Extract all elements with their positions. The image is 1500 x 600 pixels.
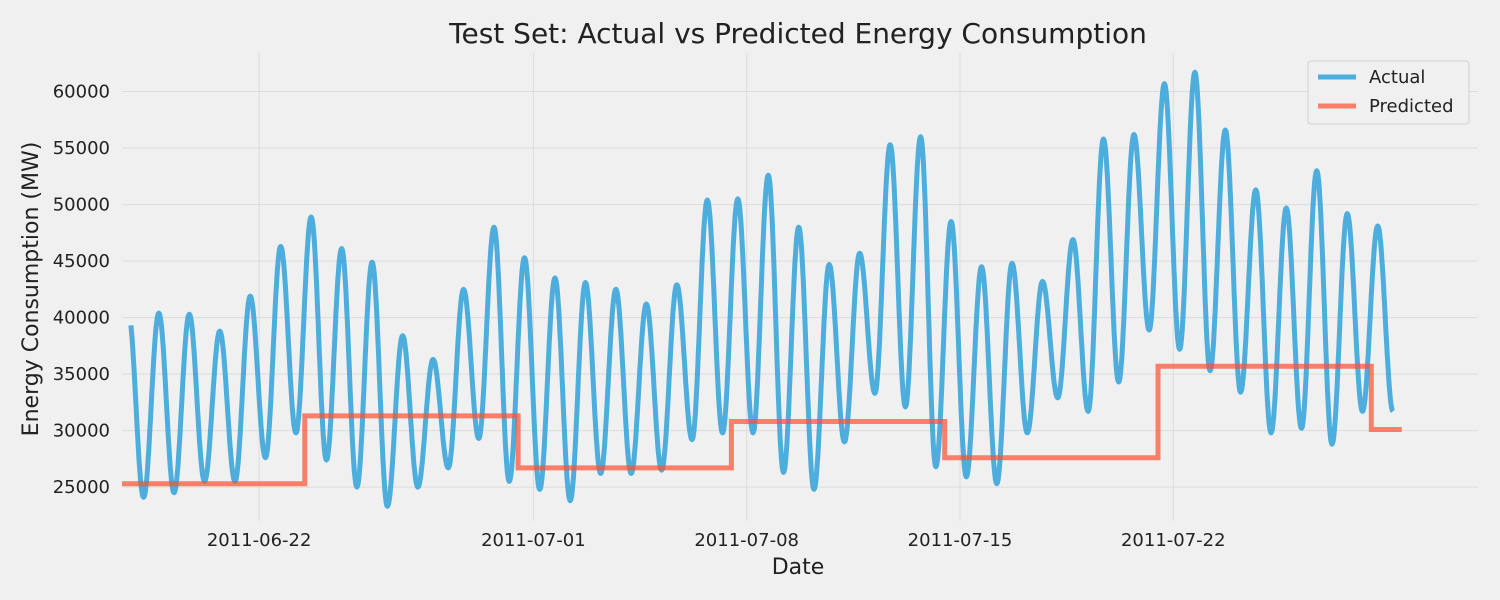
series-line-actual bbox=[128, 69, 1395, 509]
x-tick-label: 2011-07-01 bbox=[481, 530, 586, 551]
legend-label-predicted: Predicted bbox=[1369, 96, 1454, 117]
y-tick-label: 60000 bbox=[53, 82, 110, 103]
x-tick-label: 2011-07-15 bbox=[908, 530, 1013, 551]
x-tick-label: 2011-06-22 bbox=[207, 530, 312, 551]
chart-title: Test Set: Actual vs Predicted Energy Con… bbox=[448, 17, 1147, 50]
legend-label-actual: Actual bbox=[1369, 67, 1425, 88]
series-layer bbox=[122, 69, 1402, 509]
y-tick-label: 45000 bbox=[53, 251, 110, 272]
y-axis-label: Energy Consumption (MW) bbox=[19, 142, 44, 437]
y-tick-label: 55000 bbox=[53, 138, 110, 159]
y-tick-label: 25000 bbox=[53, 477, 110, 498]
ticks-layer: 25000 30000 35000 40000 45000 50000 55000 60000… bbox=[53, 82, 1226, 551]
y-tick-label: 30000 bbox=[53, 421, 110, 442]
legend: Actual Predicted bbox=[1307, 60, 1470, 125]
y-tick-label: 40000 bbox=[53, 308, 110, 329]
x-axis-label: Date bbox=[772, 555, 825, 580]
y-tick-label: 50000 bbox=[53, 195, 110, 216]
series-line-predicted bbox=[122, 363, 1402, 487]
x-tick-label: 2011-07-08 bbox=[694, 530, 799, 551]
y-tick-label: 35000 bbox=[53, 364, 110, 385]
x-tick-label: 2011-07-22 bbox=[1121, 530, 1226, 551]
